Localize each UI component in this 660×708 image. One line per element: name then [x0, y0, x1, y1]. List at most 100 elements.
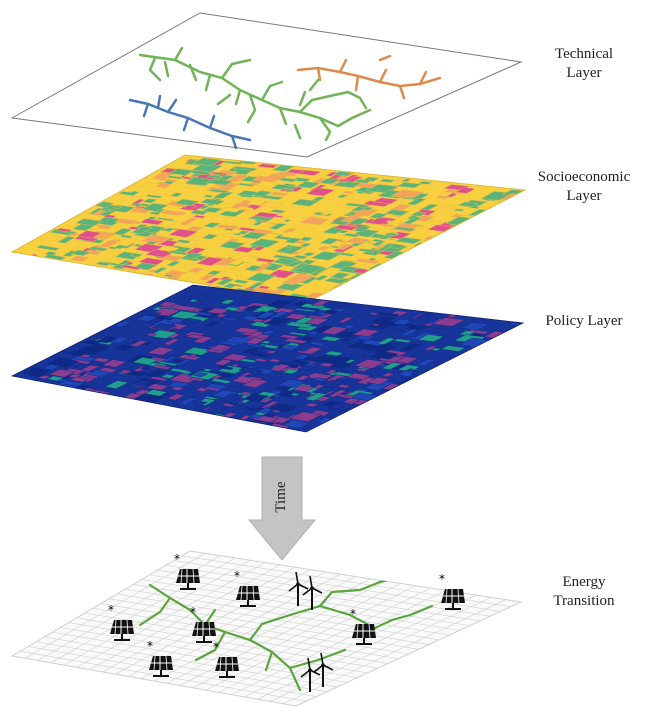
map-parcel	[284, 321, 314, 329]
map-parcel	[141, 198, 158, 204]
map-parcel	[371, 238, 385, 243]
map-parcel	[328, 403, 346, 410]
map-parcel	[243, 369, 265, 378]
map-parcel	[421, 220, 446, 226]
map-parcel	[40, 234, 63, 241]
map-parcel	[187, 353, 199, 358]
map-parcel	[232, 279, 250, 284]
map-parcel	[173, 198, 200, 206]
map-parcel	[275, 282, 305, 292]
map-parcel	[267, 358, 282, 363]
map-parcel	[27, 371, 47, 378]
map-parcel	[392, 338, 413, 343]
svg-text:*: *	[213, 640, 219, 654]
map-parcel	[354, 258, 381, 265]
map-parcel	[254, 311, 277, 319]
map-parcel	[305, 187, 336, 197]
map-parcel	[167, 168, 195, 176]
map-parcel	[292, 343, 317, 352]
map-parcel	[327, 389, 348, 398]
distribution-network-orange	[296, 54, 442, 100]
map-parcel	[293, 316, 315, 324]
map-parcel	[339, 214, 364, 223]
wind-turbine-icon	[288, 571, 309, 606]
map-parcel	[88, 246, 109, 252]
map-parcel	[215, 278, 235, 286]
map-parcel	[35, 245, 61, 251]
map-parcel	[56, 236, 76, 244]
map-parcel	[283, 237, 303, 244]
map-parcel	[302, 252, 316, 257]
solar-panel-icon: *	[350, 607, 376, 645]
solar-panel-icon: *	[108, 603, 134, 641]
map-parcel	[345, 372, 372, 380]
map-parcel	[102, 214, 117, 219]
map-parcel	[240, 231, 267, 240]
map-parcel	[167, 250, 189, 256]
map-parcel	[74, 218, 103, 226]
map-parcel	[218, 240, 246, 250]
map-parcel	[332, 180, 363, 188]
map-parcel	[120, 264, 142, 270]
map-parcel	[94, 261, 112, 267]
map-parcel	[238, 391, 253, 396]
map-parcel	[260, 329, 277, 335]
map-parcel	[304, 402, 319, 408]
map-parcel	[246, 281, 265, 290]
map-parcel	[445, 192, 459, 198]
svg-text:*: *	[350, 607, 356, 621]
map-parcel	[286, 389, 313, 396]
map-parcel	[150, 323, 177, 331]
map-parcel	[112, 228, 133, 236]
map-parcel	[336, 384, 352, 389]
map-parcel	[269, 209, 287, 214]
map-parcel	[233, 327, 261, 334]
map-parcel	[292, 384, 316, 392]
map-parcel	[86, 369, 112, 378]
map-parcel	[268, 222, 288, 230]
map-grid-line	[218, 587, 431, 693]
map-parcel	[148, 211, 162, 216]
map-parcel	[178, 318, 203, 325]
map-parcel	[267, 300, 293, 309]
map-parcel	[208, 344, 231, 352]
map-parcel	[399, 328, 420, 337]
map-parcel	[346, 211, 359, 216]
map-parcel	[293, 353, 311, 360]
map-parcel	[94, 201, 115, 208]
map-grid-line	[100, 603, 409, 655]
map-parcel	[261, 173, 289, 182]
map-parcel	[320, 212, 332, 216]
map-parcel	[240, 315, 261, 321]
map-parcel	[328, 368, 351, 373]
map-parcel	[181, 301, 204, 308]
map-parcel	[370, 323, 382, 327]
map-parcel	[277, 379, 307, 388]
map-grid-line	[166, 578, 371, 684]
map-parcel	[319, 178, 341, 185]
map-grid-line	[28, 646, 317, 697]
map-parcel	[269, 191, 290, 197]
map-parcel	[389, 341, 404, 345]
map-parcel	[376, 337, 397, 345]
map-parcel	[276, 246, 294, 253]
time-arrow	[247, 456, 317, 561]
energy-transition-layer: * * * * * * * *	[10, 550, 523, 707]
map-parcel	[275, 171, 299, 177]
map-parcel	[206, 270, 222, 276]
map-parcel	[444, 204, 471, 210]
map-parcel	[248, 238, 281, 248]
map-parcel	[160, 374, 176, 379]
map-parcel	[67, 350, 88, 357]
map-parcel	[130, 203, 143, 207]
map-parcel	[353, 359, 387, 369]
map-parcel	[225, 174, 249, 183]
map-parcel	[457, 201, 479, 208]
map-parcel	[327, 240, 348, 247]
map-parcel	[400, 178, 413, 183]
map-parcel	[335, 172, 356, 180]
map-parcel	[251, 190, 273, 197]
wind-turbine-icon	[313, 652, 334, 687]
map-parcel	[362, 383, 389, 391]
